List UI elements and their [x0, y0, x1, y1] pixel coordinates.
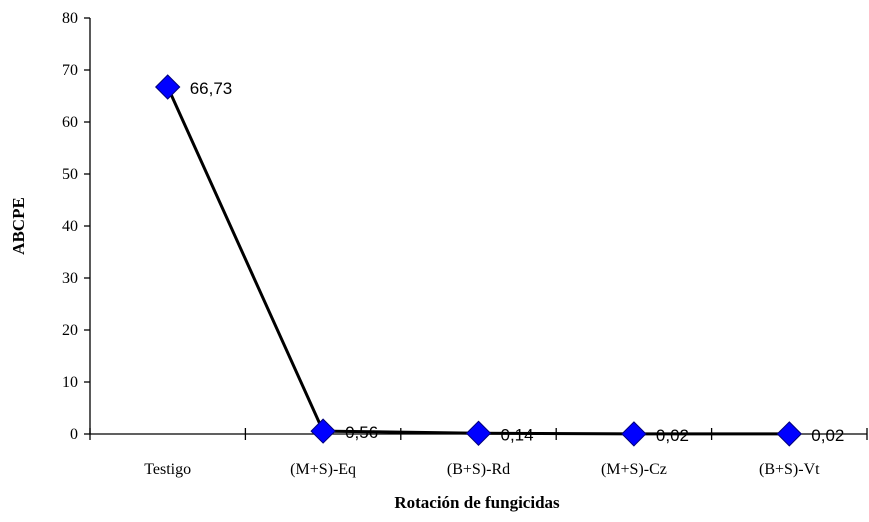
- y-tick-label: 60: [62, 114, 78, 131]
- y-tick-label: 70: [62, 62, 78, 79]
- x-tick-label: Testigo: [144, 461, 191, 478]
- series-group: 66,73 0,56 0,14 0,02 0,02: [154, 74, 844, 447]
- data-label: 0,02: [811, 426, 844, 445]
- series-line: [166, 86, 790, 436]
- x-tick-label: (B+S)-Rd: [447, 461, 510, 478]
- y-tick-label: 30: [62, 270, 78, 287]
- y-tick-label: 80: [62, 10, 78, 27]
- x-tick-label: (M+S)-Eq: [290, 461, 356, 478]
- y-tick-label: 10: [62, 374, 78, 391]
- data-label: 0,56: [345, 423, 378, 442]
- data-point-marker: [154, 74, 181, 100]
- y-tick-label: 40: [62, 218, 78, 235]
- data-point-marker: [776, 421, 803, 447]
- x-tick-label: (B+S)-Vt: [759, 461, 820, 478]
- data-point-marker: [310, 418, 336, 444]
- data-label: 0,02: [656, 426, 689, 445]
- y-tick-label: 50: [62, 166, 78, 183]
- x-axis-ticks: Testigo (M+S)-Eq (B+S)-Rd (M+S)-Cz (B+S)-Vt: [89, 428, 868, 478]
- data-point-marker: [621, 421, 647, 447]
- y-tick-label: 20: [62, 322, 78, 339]
- data-label: 0,14: [501, 425, 534, 444]
- y-axis-ticks: 0 10 20 30 40 50 60 70 80: [62, 10, 90, 443]
- x-axis-title: Rotación de fungicidas: [394, 493, 560, 512]
- x-tick-label: (M+S)-Cz: [601, 461, 667, 478]
- data-point-marker: [465, 420, 492, 446]
- data-label: 66,73: [190, 79, 233, 98]
- y-axis-title: ABCPE: [9, 197, 28, 255]
- y-tick-label: 0: [70, 426, 78, 443]
